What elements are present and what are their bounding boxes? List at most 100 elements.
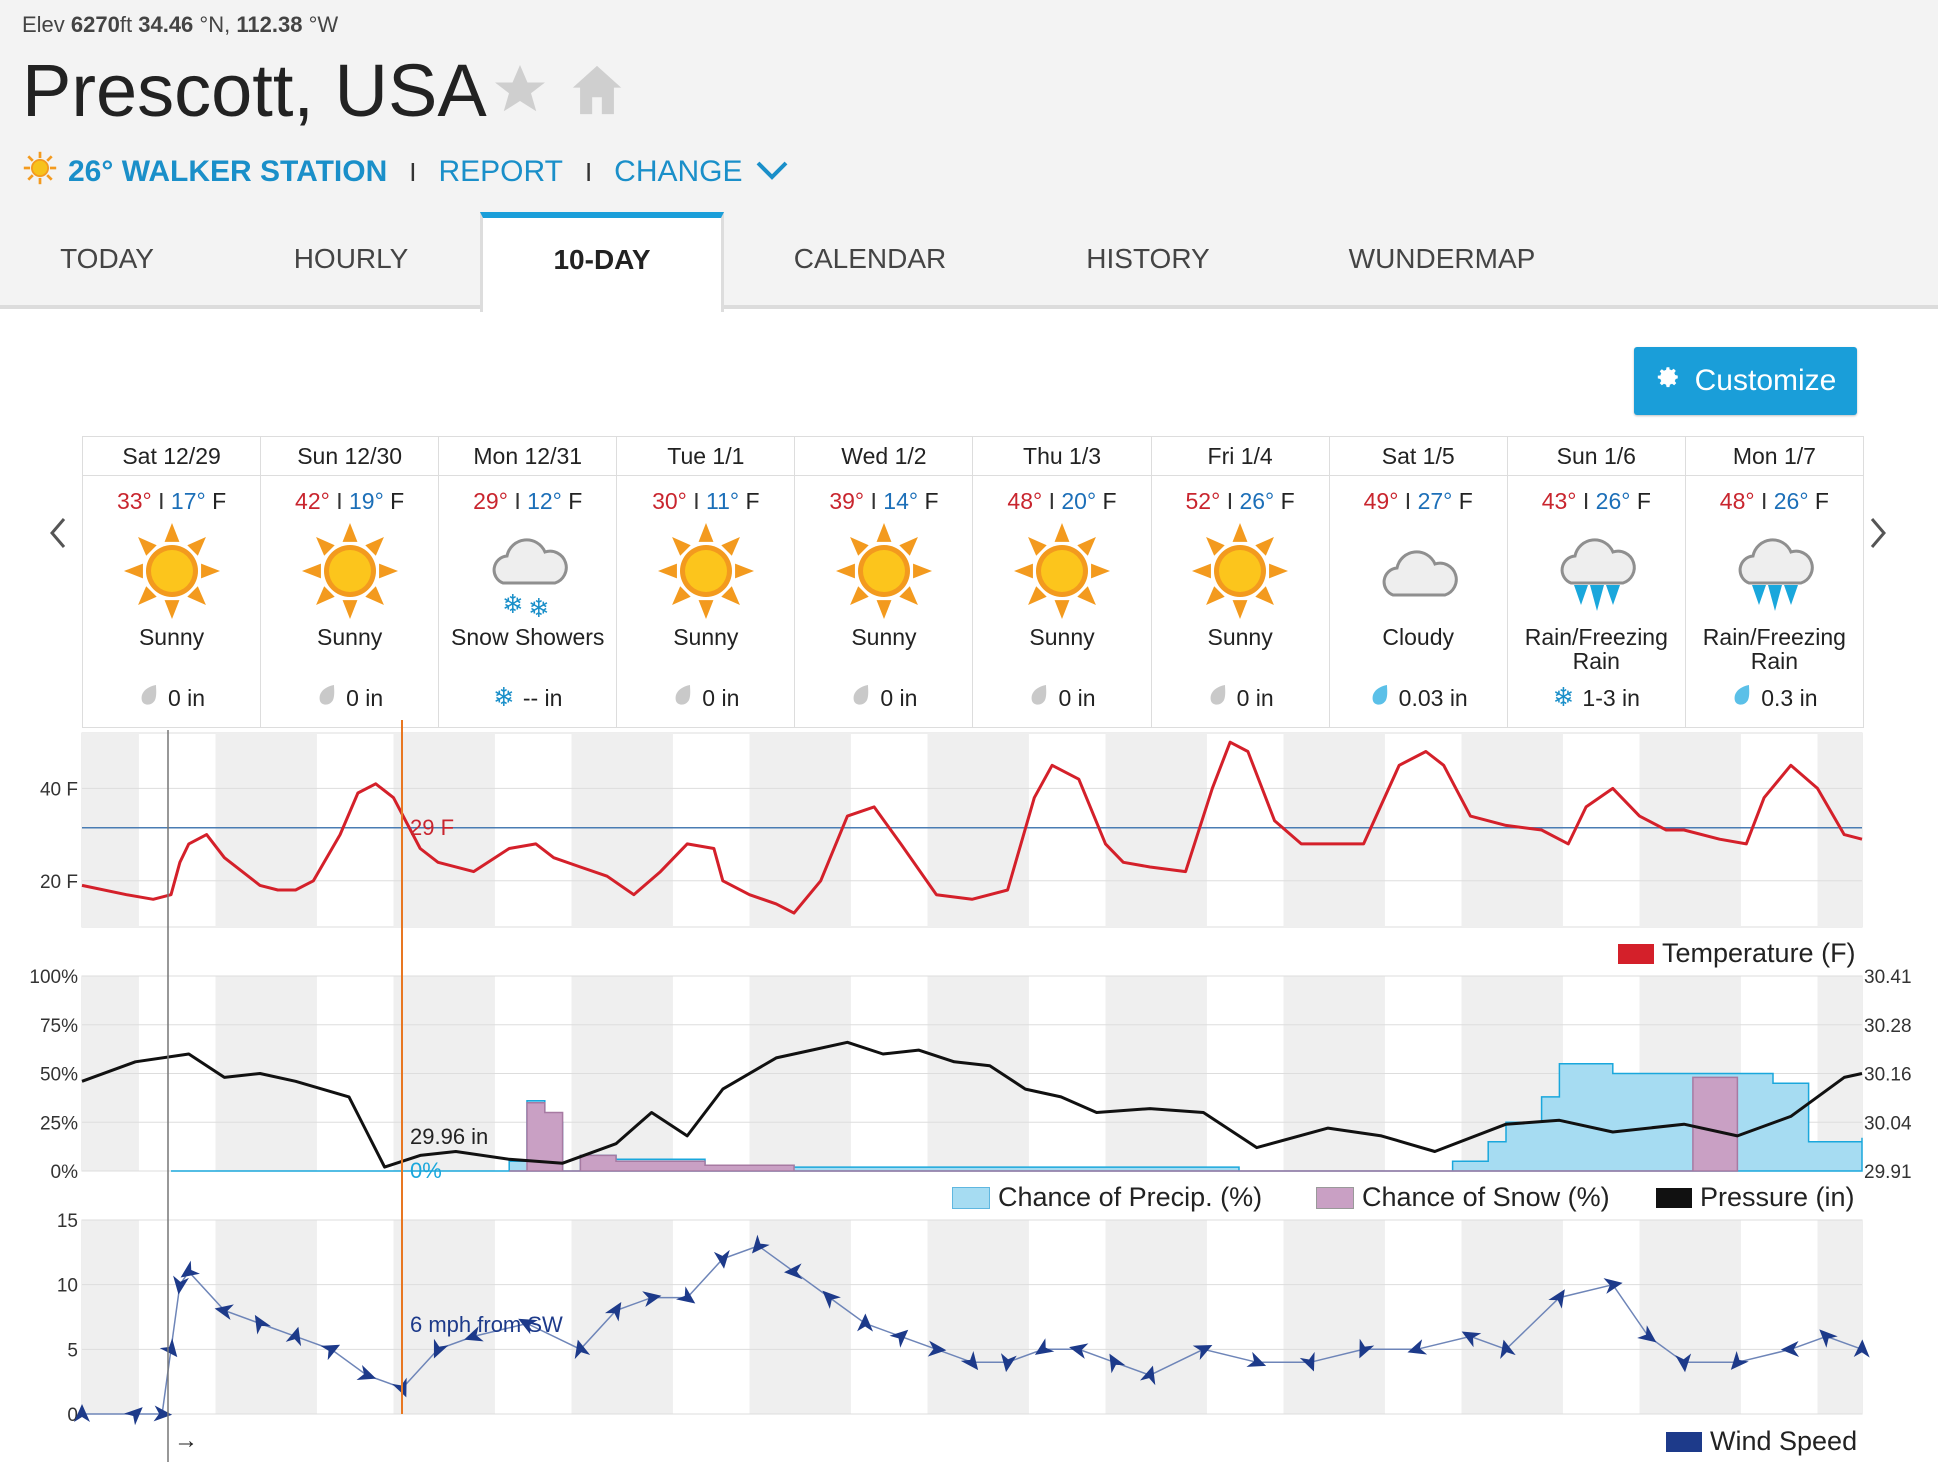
day-card[interactable]: Wed 1/2 39° I 14° F Sunny 0 in (795, 437, 974, 727)
day-precip: 0 in (1152, 683, 1329, 713)
svg-text:❄: ❄ (528, 594, 550, 621)
drop-blue-icon (1731, 683, 1753, 713)
city-title: Prescott, USA (22, 49, 487, 132)
day-date: Tue 1/1 (617, 437, 795, 476)
separator: I (584, 156, 593, 187)
snowflake-icon: ❄ (493, 683, 515, 713)
header: Elev 6270ft 34.46 °N, 112.38 °W Prescott… (0, 0, 1938, 312)
night-band (1461, 1220, 1506, 1414)
snow-legend-label: Chance of Snow (%) (1362, 1182, 1610, 1212)
tab-calendar[interactable]: CALENDAR (793, 243, 947, 274)
star-icon[interactable] (490, 60, 550, 125)
day-precip-amount: 0.03 in (1398, 684, 1468, 711)
day-card[interactable]: Sun 1/6 43° I 26° F Rain/Freezing Rain ❄… (1507, 437, 1686, 727)
wind-barb (1603, 1278, 1623, 1294)
night-band (1105, 1220, 1150, 1414)
night-band (260, 733, 317, 927)
lat-value: 34.46 (138, 12, 194, 37)
day-date: Sun 12/30 (261, 437, 439, 476)
tab-wundermap[interactable]: WUNDERMAP (1348, 243, 1536, 274)
separator: I (1760, 488, 1774, 514)
customize-button[interactable]: Customize (1634, 347, 1857, 415)
day-high: 29° (473, 488, 508, 514)
day-card[interactable]: Tue 1/1 30° I 11° F Sunny 0 in (617, 437, 796, 727)
night-band (571, 1220, 616, 1414)
report-link[interactable]: REPORT (438, 155, 563, 188)
y-right-tick-label: 30.41 (1864, 967, 1912, 988)
drop-gray-icon (1028, 683, 1050, 713)
temp-unit: F (1814, 488, 1829, 514)
night-band (215, 1220, 260, 1414)
wind-barb (74, 1404, 90, 1422)
wind-barb (173, 1275, 189, 1295)
night-band (794, 1220, 851, 1414)
sun-icon (656, 521, 756, 621)
day-precip: 0 in (83, 683, 260, 713)
wind-barb (1299, 1351, 1315, 1372)
day-high: 30° (652, 488, 687, 514)
temp-unit: F (924, 488, 939, 514)
day-high: 49° (1363, 488, 1399, 514)
y-tick-label: 100% (29, 967, 78, 988)
wind-barb (1192, 1344, 1213, 1361)
wind-barb (1461, 1331, 1482, 1348)
cursor-wind-label: 6 mph from SW (410, 1312, 563, 1337)
day-card[interactable]: Mon 12/31 29° I 12° F ❄ ❄ Snow Showers ❄ … (439, 437, 618, 727)
wind-barb (857, 1313, 874, 1332)
tab-today[interactable]: TODAY (60, 243, 154, 274)
temp-unit: F (1458, 488, 1473, 514)
y-right-tick-label: 30.16 (1864, 1065, 1912, 1086)
day-card[interactable]: Thu 1/3 48° I 20° F Sunny 0 in (973, 437, 1152, 727)
day-card[interactable]: Sat 12/29 33° I 17° F Sunny 0 in (83, 437, 262, 727)
night-band (1328, 733, 1385, 927)
tab-history[interactable]: HISTORY (1086, 243, 1210, 274)
temp-unit: F (745, 488, 760, 514)
y-tick-label: 5 (67, 1340, 78, 1361)
next-arrow-icon[interactable] (1868, 515, 1888, 561)
day-precip: 0.03 in (1330, 683, 1507, 713)
night-band (1461, 733, 1506, 927)
gear-icon (1655, 364, 1681, 398)
y-tick-label: 25% (40, 1113, 78, 1134)
night-band (616, 733, 673, 927)
pressure-line (81, 1040, 1863, 1169)
wind-barb (889, 1329, 909, 1348)
y-right-tick-label: 29.91 (1864, 1162, 1912, 1183)
day-card[interactable]: Sun 12/30 42° I 19° F Sunny 0 in (261, 437, 440, 727)
day-date: Sat 12/29 (83, 437, 261, 476)
day-card[interactable]: Mon 1/7 48° I 26° F Rain/Freezing Rain 0… (1685, 437, 1863, 727)
y-tick-label: 0% (51, 1162, 79, 1183)
y-tick-label: 10 (57, 1276, 78, 1297)
day-forecast-row: Sat 12/29 33° I 17° F Sunny 0 in Sun 12/… (82, 436, 1864, 728)
sun-icon (834, 521, 934, 621)
home-icon[interactable] (568, 60, 626, 125)
cursor-pressure-label: 29.96 in (410, 1124, 488, 1149)
day-card[interactable]: Sat 1/5 49° I 27° F Cloudy 0.03 in (1329, 437, 1508, 727)
day-hi-lo: 43° I 26° F (1508, 488, 1685, 515)
wind-barb (1637, 1325, 1657, 1343)
customize-label: Customize (1694, 364, 1837, 397)
wind-barb (604, 1302, 622, 1322)
change-link[interactable]: CHANGE (614, 155, 743, 188)
chevron-down-icon[interactable] (755, 155, 789, 189)
day-hi-lo: 49° I 27° F (1330, 488, 1507, 515)
day-precip: 0 in (261, 683, 438, 713)
wind-barb (1069, 1343, 1089, 1359)
wind-barb (356, 1364, 377, 1380)
y-tick-label: 20 F (40, 872, 78, 893)
day-condition: Rain/Freezing Rain (1702, 624, 1846, 674)
day-card[interactable]: Fri 1/4 52° I 26° F Sunny 0 in (1151, 437, 1330, 727)
night-band (393, 1220, 438, 1414)
wind-barb (1034, 1338, 1055, 1355)
y-tick-label: 40 F (40, 779, 78, 800)
day-date: Mon 1/7 (1685, 437, 1863, 476)
day-date: Sun 1/6 (1507, 437, 1685, 476)
prev-arrow-icon[interactable] (48, 515, 68, 561)
tab-10-day[interactable]: 10-DAY (480, 212, 724, 312)
station-link[interactable]: 26° WALKER STATION (68, 155, 388, 188)
sun-icon (22, 150, 58, 194)
tab-hourly[interactable]: HOURLY (293, 243, 409, 274)
day-condition: Sunny (138, 624, 205, 650)
temp-unit: F (1102, 488, 1117, 514)
wind-swatch (1666, 1431, 1702, 1452)
